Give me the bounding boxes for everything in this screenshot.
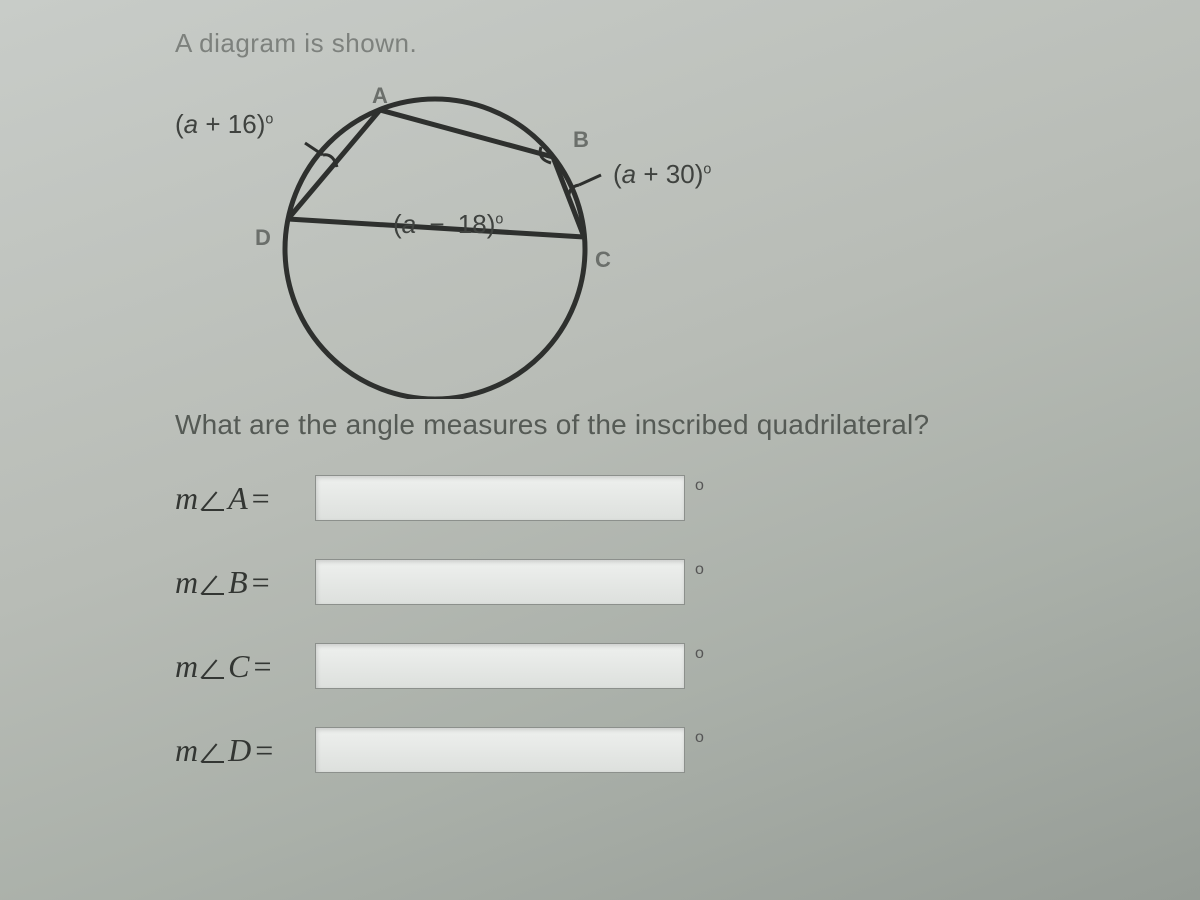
angle-icon — [202, 489, 226, 511]
angle-icon — [202, 741, 226, 763]
degree-unit: o — [695, 645, 704, 663]
answer-row-B: mB = o — [175, 559, 1140, 605]
input-angle-A[interactable] — [315, 475, 685, 521]
input-angle-C[interactable] — [315, 643, 685, 689]
arc-label-DA: (a + 16)o — [175, 109, 273, 140]
vertex-label-B: B — [573, 127, 589, 153]
label-angle-A: mA = — [175, 480, 315, 517]
answer-row-C: mC = o — [175, 643, 1140, 689]
degree-unit: o — [695, 477, 704, 495]
answers-block: mA = o mB = o mC = o mD = o — [175, 475, 1140, 773]
arc-label-BC: (a + 30)o — [613, 159, 711, 190]
vertex-label-D: D — [255, 225, 271, 251]
question-text: What are the angle measures of the inscr… — [175, 409, 1140, 441]
arc-label-AB-inner: (a − 18)o — [393, 209, 503, 240]
input-angle-D[interactable] — [315, 727, 685, 773]
input-angle-B[interactable] — [315, 559, 685, 605]
intro-text: A diagram is shown. — [175, 28, 1140, 59]
vertex-label-A: A — [372, 83, 388, 109]
label-angle-C: mC = — [175, 648, 315, 685]
answer-row-D: mD = o — [175, 727, 1140, 773]
answer-row-A: mA = o — [175, 475, 1140, 521]
label-angle-B: mB = — [175, 564, 315, 601]
degree-unit: o — [695, 729, 704, 747]
problem-page: A diagram is shown. (a + 16)o (a − 18)o … — [0, 0, 1200, 900]
diagram-svg — [175, 69, 935, 399]
degree-unit: o — [695, 561, 704, 579]
vertex-label-C: C — [595, 247, 611, 273]
diagram-figure: (a + 16)o (a − 18)o (a + 30)o A B C D — [175, 69, 935, 399]
angle-icon — [202, 657, 226, 679]
angle-icon — [202, 573, 226, 595]
label-angle-D: mD = — [175, 732, 315, 769]
